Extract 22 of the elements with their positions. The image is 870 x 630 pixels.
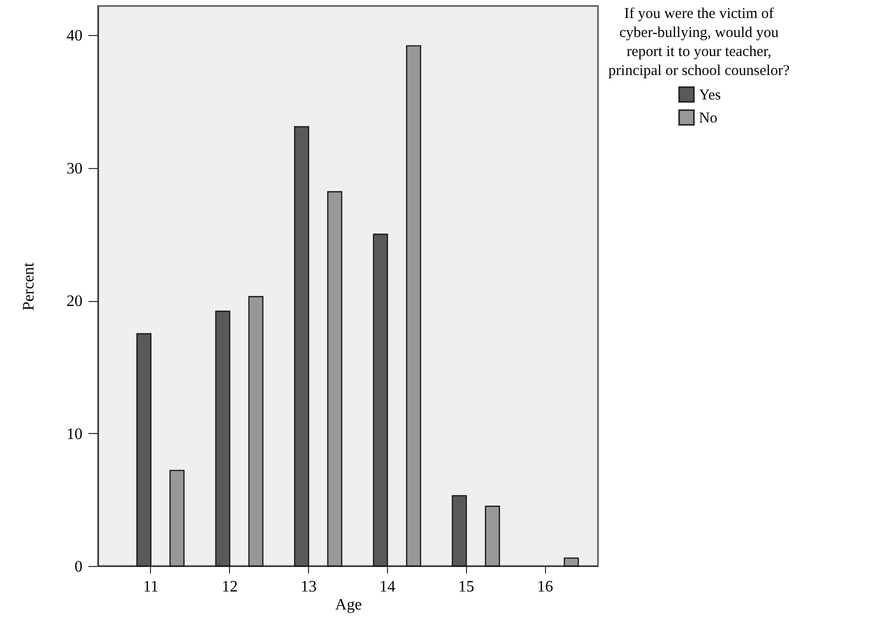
bar — [327, 191, 342, 567]
bar — [406, 45, 422, 567]
bar — [564, 557, 579, 567]
bar — [169, 470, 185, 567]
legend-title: If you were the victim of cyber-bullying, would you report it to your teacher, principal or school counselor? — [608, 6, 790, 79]
x-axis-title: Age — [335, 596, 362, 614]
y-tick-label: 30 — [66, 160, 82, 178]
x-tick-label: 12 — [222, 578, 238, 596]
y-axis-title: Percent — [20, 262, 38, 310]
x-tick-label: 15 — [458, 578, 474, 596]
y-tick-label: 10 — [66, 426, 82, 443]
x-tick-label: 16 — [537, 578, 554, 596]
legend-label: No — [699, 110, 718, 126]
x-tick-label: 11 — [143, 578, 159, 596]
bar — [248, 296, 264, 567]
y-tick-label: 0 — [74, 558, 82, 576]
bar — [484, 506, 500, 567]
x-tick-label: 14 — [379, 578, 396, 596]
x-tick-label: 13 — [300, 578, 317, 596]
legend-label: Yes — [699, 88, 721, 104]
y-tick-label: 20 — [66, 293, 82, 310]
y-tick-label: 40 — [66, 28, 82, 45]
